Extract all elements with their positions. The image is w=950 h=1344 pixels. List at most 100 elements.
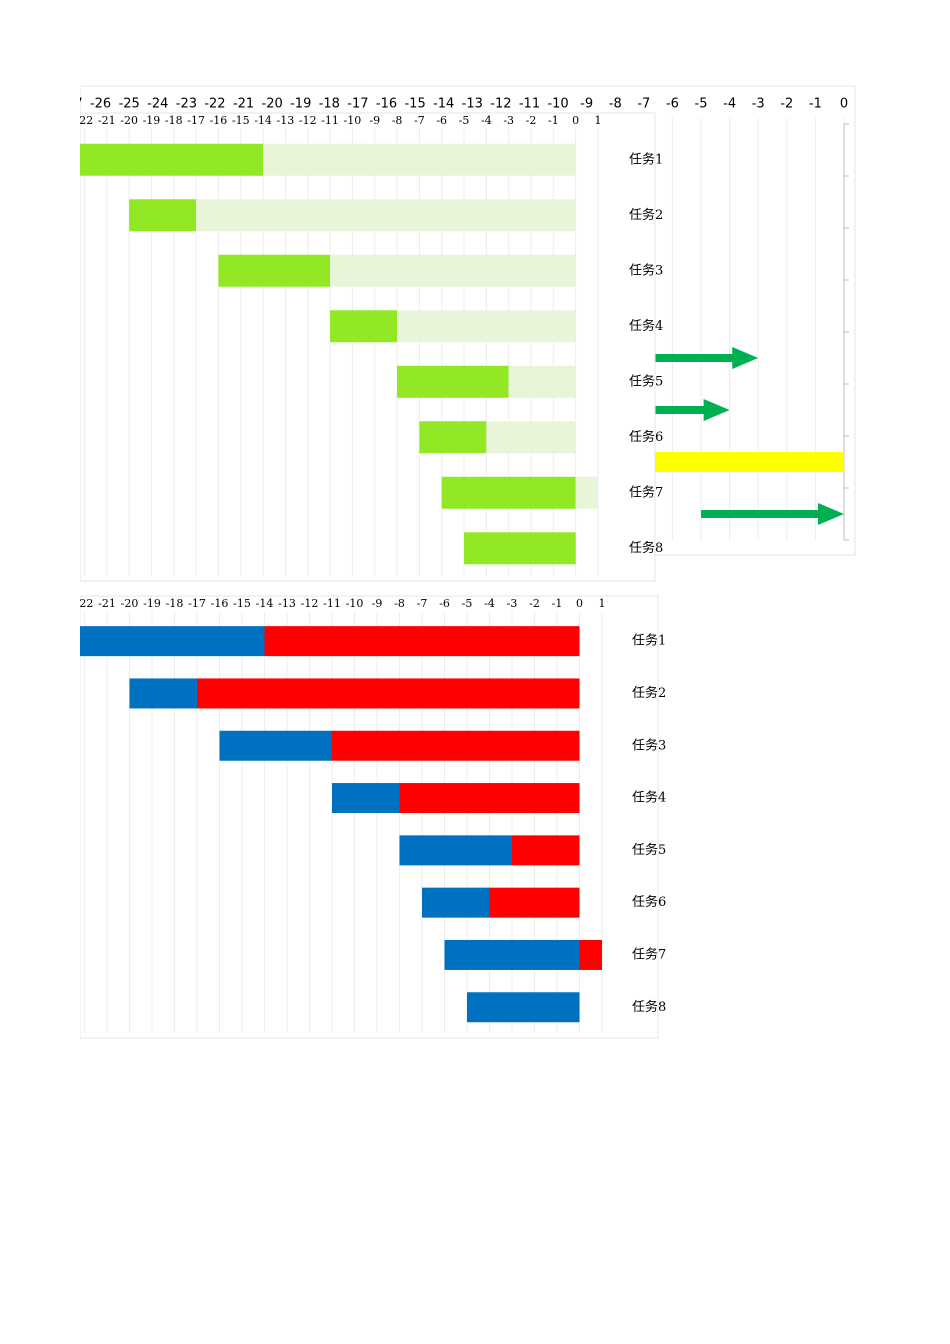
x-tick-label: -9 [369, 114, 380, 127]
x-tick-label: -17 [347, 97, 368, 112]
x-tick-label: -2 [529, 597, 540, 610]
category-label: 任务3 [629, 262, 663, 278]
bar-segment [397, 365, 509, 398]
x-tick-label: -13 [278, 597, 296, 610]
bar [643, 452, 844, 472]
x-tick-label: -1 [809, 97, 822, 112]
bar-segment [486, 421, 576, 454]
x-tick-label: -18 [319, 97, 340, 112]
category-label: 任务2 [632, 685, 666, 701]
bar-segment [444, 939, 580, 970]
category-label: 任务6 [629, 429, 663, 445]
x-tick-label: 0 [576, 597, 583, 610]
x-tick-label: 1 [599, 597, 606, 610]
x-tick-label: -22 [204, 97, 225, 112]
x-tick-label: -7 [417, 597, 428, 610]
bar-segment [264, 626, 580, 657]
bar-segment [508, 365, 576, 398]
category-label: 任务4 [632, 790, 666, 806]
category-label: 任务1 [632, 633, 666, 649]
x-tick-label: -4 [484, 597, 495, 610]
category-label: 任务5 [629, 373, 663, 389]
x-tick-label: -22 [76, 114, 94, 127]
x-tick-label: -18 [165, 114, 183, 127]
x-tick-label: -13 [277, 114, 295, 127]
category-label: 任务5 [632, 842, 666, 858]
bar-segment [263, 143, 576, 176]
x-tick-label: -7 [637, 97, 650, 112]
x-tick-label: -19 [290, 97, 311, 112]
bar-segment [129, 199, 197, 232]
x-tick-label: -21 [98, 114, 116, 127]
bar-segment [512, 835, 580, 866]
x-tick-label: -8 [394, 597, 405, 610]
x-tick-label: -6 [666, 97, 679, 112]
x-tick-label: -15 [404, 97, 425, 112]
bar-segment [467, 992, 580, 1023]
x-tick-label: -20 [121, 597, 139, 610]
x-tick-label: -3 [503, 114, 514, 127]
x-tick-label: -1 [552, 597, 563, 610]
x-tick-label: -6 [436, 114, 447, 127]
x-tick-label: -15 [232, 114, 250, 127]
x-tick-label: -19 [143, 597, 161, 610]
bar-segment [464, 532, 576, 565]
x-tick-label: -7 [414, 114, 425, 127]
x-tick-label: -9 [580, 97, 593, 112]
x-tick-label: -12 [299, 114, 317, 127]
bar-segment [196, 199, 576, 232]
bar-segment [441, 476, 576, 509]
chart-frame [80, 112, 656, 582]
x-tick-label: -3 [507, 597, 518, 610]
x-tick-label: -23 [176, 97, 197, 112]
category-label: 任务6 [632, 894, 666, 910]
x-tick-label: -26 [90, 97, 111, 112]
bar-segment [129, 678, 197, 709]
category-label: 任务7 [632, 946, 666, 962]
category-label: 任务2 [629, 207, 663, 223]
x-tick-label: -9 [372, 597, 383, 610]
bar-segment [419, 421, 487, 454]
x-tick-label: -22 [76, 597, 94, 610]
bar-segment [399, 835, 512, 866]
category-label: 任务8 [632, 999, 666, 1015]
x-tick-label: 0 [572, 114, 579, 127]
x-tick-label: -5 [459, 114, 470, 127]
x-tick-label: 1 [595, 114, 602, 127]
x-tick-label: -17 [188, 597, 206, 610]
arrow [643, 347, 759, 369]
bar-segment [579, 939, 602, 970]
x-tick-label: -11 [321, 114, 339, 127]
x-tick-label: -8 [609, 97, 622, 112]
x-tick-label: 0 [840, 97, 848, 112]
x-tick-label: -15 [233, 597, 251, 610]
arrow [701, 503, 844, 525]
x-tick-label: -21 [233, 97, 254, 112]
bar-segment [219, 730, 332, 761]
x-tick-label: -2 [780, 97, 793, 112]
arrow [643, 399, 730, 421]
bar-segment [330, 254, 576, 287]
x-tick-label: -2 [526, 114, 537, 127]
bar-segment [397, 310, 576, 343]
charts: -27 -26 -25 -24 -23 -22 -21 -20 -19 -18 -17 -16 -15-… [76, 85, 856, 1039]
category-label: 任务1 [629, 151, 663, 167]
bar-segment [330, 310, 398, 343]
x-tick-label: -14 [254, 114, 272, 127]
x-tick-label: -5 [462, 597, 473, 610]
bar-segment [422, 887, 490, 918]
bar-segment [218, 254, 331, 287]
x-tick-label: -16 [376, 97, 397, 112]
x-tick-label: -6 [439, 597, 450, 610]
x-tick-label: -11 [323, 597, 341, 610]
x-tick-label: -21 [98, 597, 116, 610]
chart: -22 -21 -20 -19 -18 -17 -16 -15 -14 -13 -12 -11 -10-… [76, 595, 666, 1039]
bar-segment [399, 783, 580, 814]
bar-segment [80, 626, 265, 657]
x-tick-label: -11 [519, 97, 540, 112]
bar-segment [489, 887, 580, 918]
x-tick-label: -20 [120, 114, 138, 127]
x-tick-label: -16 [211, 597, 229, 610]
category-label: 任务7 [629, 484, 663, 500]
